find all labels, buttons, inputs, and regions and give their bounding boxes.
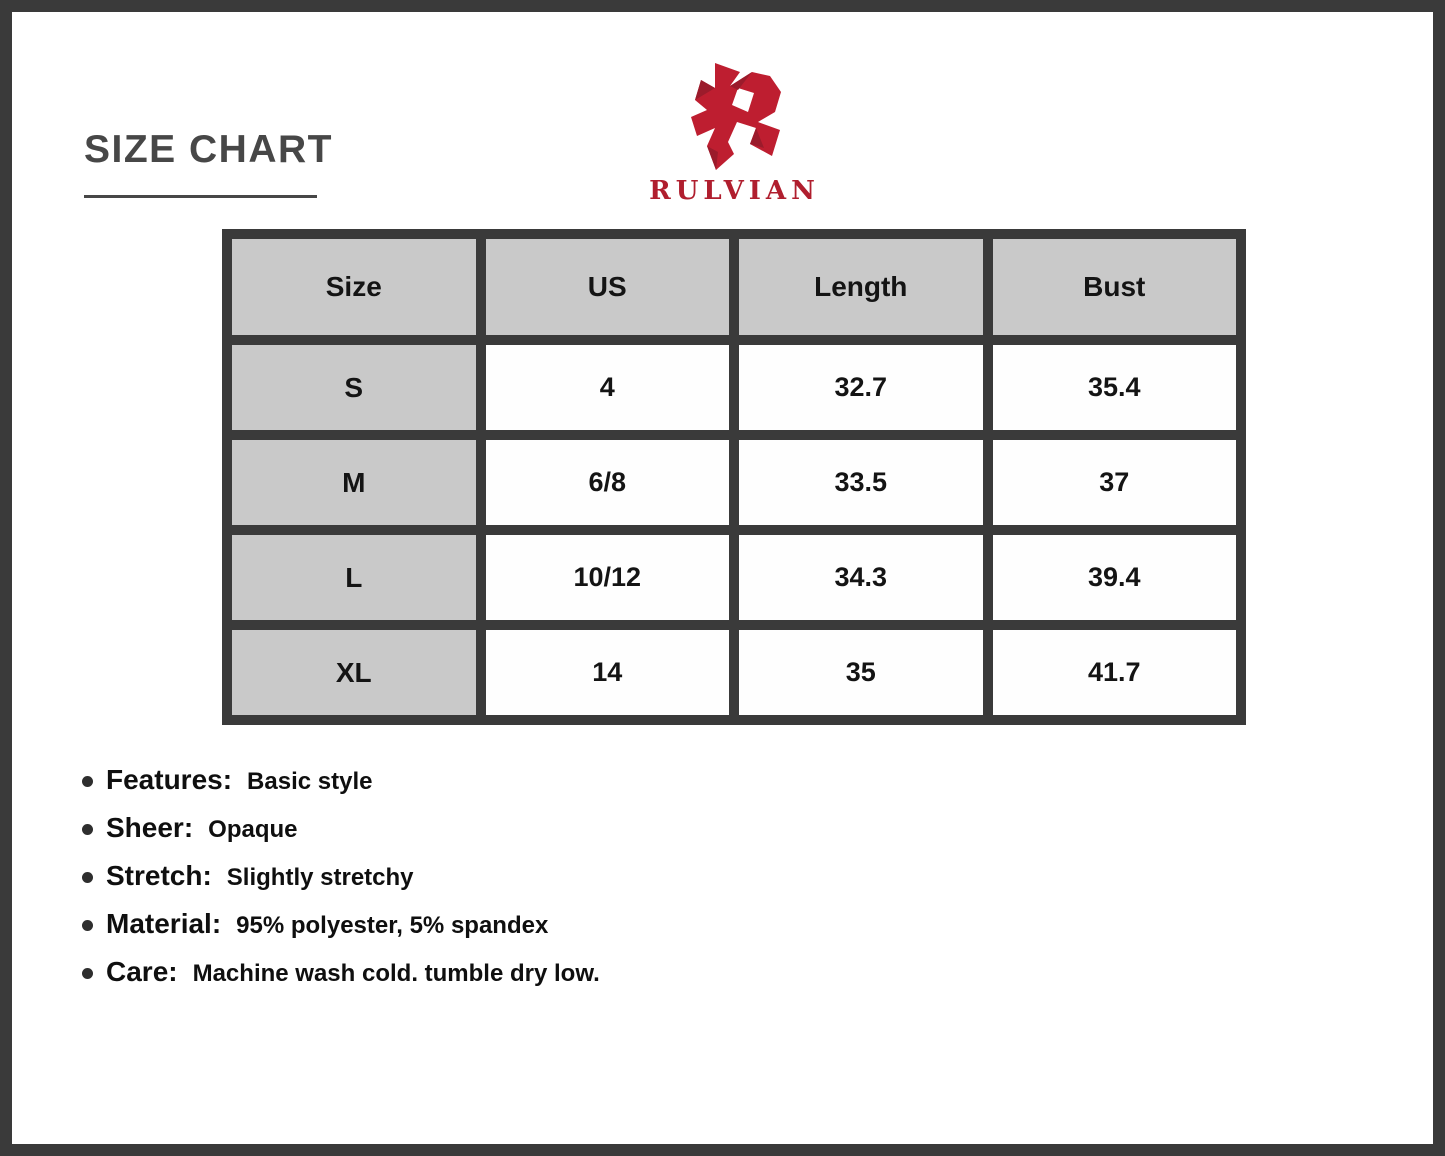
table-cell: 35 (739, 630, 983, 715)
bullet-icon (82, 967, 93, 979)
detail-label: Care: (106, 956, 178, 987)
brand-name: RULVIAN (649, 176, 820, 206)
size-chart-table: Size US Length Bust S 4 32.7 35.4 M 6/8 … (222, 229, 1246, 725)
detail-item-care: Care: Machine wash cold. tumble dry low. (82, 956, 600, 990)
column-header-size: Size (232, 239, 476, 335)
brand-logo: RULVIAN (622, 60, 847, 206)
detail-label: Features: (106, 764, 233, 795)
detail-label: Stretch: (106, 860, 212, 891)
table-row-header: L (232, 535, 476, 620)
table-cell: 14 (485, 630, 729, 715)
table-cell: 35.4 (992, 345, 1236, 430)
table-row-header: S (232, 345, 476, 430)
table-row-header: XL (232, 630, 476, 715)
detail-item-features: Features: Basic style (82, 764, 600, 798)
detail-value: Slightly stretchy (226, 864, 414, 891)
detail-item-material: Material: 95% polyester, 5% spandex (82, 908, 600, 942)
product-details-list: Features: Basic style Sheer: Opaque Stre… (82, 764, 600, 1004)
rulvian-r-icon (690, 63, 781, 170)
title-underline (84, 195, 317, 198)
page-title: SIZE CHART (84, 128, 333, 171)
table-row-header: M (232, 440, 476, 525)
table-cell: 41.7 (992, 630, 1236, 715)
bullet-icon (82, 823, 93, 835)
detail-value: Basic style (247, 768, 373, 795)
bullet-icon (82, 919, 93, 931)
detail-value: 95% polyester, 5% spandex (236, 912, 549, 939)
detail-value: Machine wash cold. tumble dry low. (192, 960, 600, 987)
table-cell: 33.5 (739, 440, 983, 525)
detail-label: Sheer: (106, 812, 194, 843)
bullet-icon (82, 871, 93, 883)
column-header-length: Length (739, 239, 983, 335)
detail-item-stretch: Stretch: Slightly stretchy (82, 860, 600, 894)
bullet-icon (82, 775, 93, 787)
column-header-us: US (485, 239, 729, 335)
detail-item-sheer: Sheer: Opaque (82, 812, 600, 846)
column-header-bust: Bust (992, 239, 1236, 335)
table-cell: 37 (992, 440, 1236, 525)
table-cell: 32.7 (739, 345, 983, 430)
table-cell: 39.4 (992, 535, 1236, 620)
table-cell: 6/8 (485, 440, 729, 525)
table-cell: 10/12 (485, 535, 729, 620)
detail-label: Material: (106, 908, 222, 939)
table-cell: 34.3 (739, 535, 983, 620)
table-cell: 4 (485, 345, 729, 430)
detail-value: Opaque (208, 816, 298, 843)
